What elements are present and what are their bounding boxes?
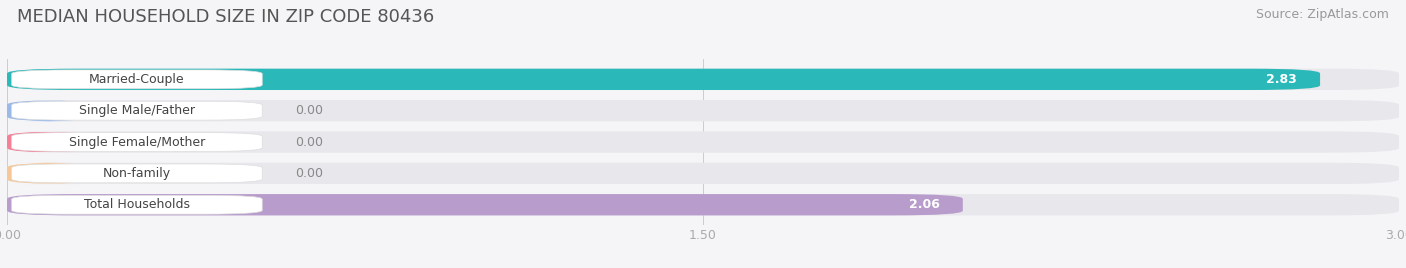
Text: Source: ZipAtlas.com: Source: ZipAtlas.com <box>1256 8 1389 21</box>
FancyBboxPatch shape <box>7 163 90 184</box>
FancyBboxPatch shape <box>7 194 1399 215</box>
FancyBboxPatch shape <box>11 195 262 214</box>
FancyBboxPatch shape <box>11 101 262 120</box>
Text: Married-Couple: Married-Couple <box>89 73 184 86</box>
Text: 0.00: 0.00 <box>295 136 323 148</box>
Text: MEDIAN HOUSEHOLD SIZE IN ZIP CODE 80436: MEDIAN HOUSEHOLD SIZE IN ZIP CODE 80436 <box>17 8 434 26</box>
Text: Single Female/Mother: Single Female/Mother <box>69 136 205 148</box>
Text: Single Male/Father: Single Male/Father <box>79 104 195 117</box>
FancyBboxPatch shape <box>7 69 1320 90</box>
FancyBboxPatch shape <box>11 164 262 183</box>
Text: 2.06: 2.06 <box>908 198 939 211</box>
FancyBboxPatch shape <box>7 131 90 153</box>
FancyBboxPatch shape <box>11 133 262 151</box>
FancyBboxPatch shape <box>7 194 963 215</box>
FancyBboxPatch shape <box>7 100 90 121</box>
Text: 2.83: 2.83 <box>1267 73 1296 86</box>
FancyBboxPatch shape <box>11 70 262 89</box>
Text: Total Households: Total Households <box>84 198 190 211</box>
Text: Non-family: Non-family <box>103 167 172 180</box>
FancyBboxPatch shape <box>7 100 1399 121</box>
Text: 0.00: 0.00 <box>295 104 323 117</box>
FancyBboxPatch shape <box>7 69 1399 90</box>
FancyBboxPatch shape <box>7 163 1399 184</box>
FancyBboxPatch shape <box>7 131 1399 153</box>
Text: 0.00: 0.00 <box>295 167 323 180</box>
